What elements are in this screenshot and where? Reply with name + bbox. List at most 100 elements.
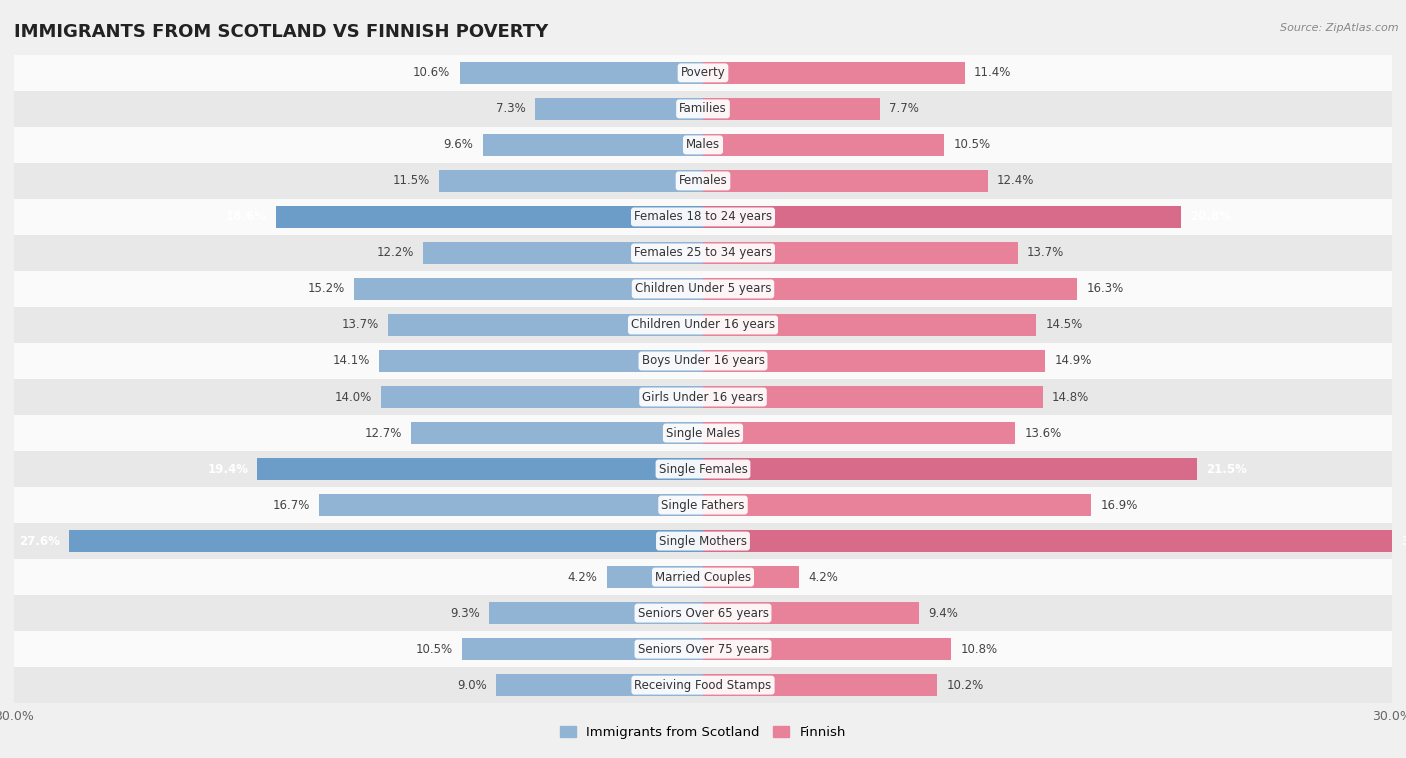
Text: 10.5%: 10.5% (953, 139, 990, 152)
Bar (489, 602, 703, 625)
Text: 14.9%: 14.9% (1054, 355, 1091, 368)
Bar (703, 98, 880, 120)
Text: 19.4%: 19.4% (207, 462, 249, 475)
Bar (703, 133, 945, 156)
Bar (14, 451, 1392, 487)
Bar (703, 494, 1091, 516)
Text: 9.6%: 9.6% (443, 139, 474, 152)
Bar (276, 205, 703, 228)
Text: Females 18 to 24 years: Females 18 to 24 years (634, 211, 772, 224)
Text: Children Under 16 years: Children Under 16 years (631, 318, 775, 331)
Text: Girls Under 16 years: Girls Under 16 years (643, 390, 763, 403)
Bar (423, 242, 703, 264)
Bar (703, 61, 965, 84)
Bar (354, 277, 703, 300)
Text: 10.5%: 10.5% (416, 643, 453, 656)
Text: 20.8%: 20.8% (1189, 211, 1230, 224)
Text: 11.5%: 11.5% (392, 174, 430, 187)
Text: 14.8%: 14.8% (1052, 390, 1090, 403)
Text: Seniors Over 65 years: Seniors Over 65 years (637, 606, 769, 619)
Text: 9.3%: 9.3% (450, 606, 481, 619)
Text: 30.0%: 30.0% (1402, 534, 1406, 547)
Bar (482, 133, 703, 156)
Text: Poverty: Poverty (681, 67, 725, 80)
Text: Single Fathers: Single Fathers (661, 499, 745, 512)
Text: Boys Under 16 years: Boys Under 16 years (641, 355, 765, 368)
Bar (14, 307, 1392, 343)
Text: 18.6%: 18.6% (226, 211, 267, 224)
Bar (461, 638, 703, 660)
Text: Children Under 5 years: Children Under 5 years (634, 283, 772, 296)
Text: 7.7%: 7.7% (889, 102, 920, 115)
Text: 9.0%: 9.0% (457, 678, 486, 691)
Text: Single Mothers: Single Mothers (659, 534, 747, 547)
Bar (703, 350, 1045, 372)
Bar (14, 271, 1392, 307)
Text: 13.7%: 13.7% (1026, 246, 1064, 259)
Bar (703, 566, 800, 588)
Text: 15.2%: 15.2% (308, 283, 344, 296)
Text: 9.4%: 9.4% (928, 606, 957, 619)
Bar (14, 127, 1392, 163)
Bar (439, 170, 703, 192)
Bar (536, 98, 703, 120)
Bar (460, 61, 703, 84)
Text: Seniors Over 75 years: Seniors Over 75 years (637, 643, 769, 656)
Text: 12.2%: 12.2% (377, 246, 413, 259)
Bar (14, 235, 1392, 271)
Text: 4.2%: 4.2% (808, 571, 838, 584)
Bar (703, 422, 1015, 444)
Bar (381, 386, 703, 408)
Text: Single Females: Single Females (658, 462, 748, 475)
Bar (14, 631, 1392, 667)
Text: 16.3%: 16.3% (1087, 283, 1123, 296)
Bar (703, 458, 1197, 481)
Bar (14, 379, 1392, 415)
Bar (319, 494, 703, 516)
Text: 16.9%: 16.9% (1101, 499, 1137, 512)
Text: 14.0%: 14.0% (335, 390, 373, 403)
Bar (703, 314, 1036, 336)
Text: IMMIGRANTS FROM SCOTLAND VS FINNISH POVERTY: IMMIGRANTS FROM SCOTLAND VS FINNISH POVE… (14, 23, 548, 41)
Text: 7.3%: 7.3% (496, 102, 526, 115)
Bar (14, 199, 1392, 235)
Text: 10.2%: 10.2% (946, 678, 984, 691)
Bar (380, 350, 703, 372)
Bar (14, 595, 1392, 631)
Text: 4.2%: 4.2% (568, 571, 598, 584)
Text: 13.6%: 13.6% (1025, 427, 1062, 440)
Text: Males: Males (686, 139, 720, 152)
Bar (703, 530, 1392, 553)
Text: Families: Families (679, 102, 727, 115)
Bar (14, 343, 1392, 379)
Text: 21.5%: 21.5% (1206, 462, 1247, 475)
Bar (257, 458, 703, 481)
Bar (14, 91, 1392, 127)
Bar (14, 163, 1392, 199)
Bar (14, 559, 1392, 595)
Text: Receiving Food Stamps: Receiving Food Stamps (634, 678, 772, 691)
Bar (703, 602, 920, 625)
Bar (606, 566, 703, 588)
Text: 16.7%: 16.7% (273, 499, 311, 512)
Bar (703, 205, 1181, 228)
Bar (703, 638, 950, 660)
Bar (703, 386, 1043, 408)
Text: 14.5%: 14.5% (1045, 318, 1083, 331)
Bar (703, 170, 988, 192)
Text: 27.6%: 27.6% (20, 534, 60, 547)
Text: 10.6%: 10.6% (413, 67, 450, 80)
Bar (14, 55, 1392, 91)
Bar (69, 530, 703, 553)
Text: 14.1%: 14.1% (333, 355, 370, 368)
Bar (14, 667, 1392, 703)
Text: Single Males: Single Males (666, 427, 740, 440)
Text: 10.8%: 10.8% (960, 643, 997, 656)
Text: Source: ZipAtlas.com: Source: ZipAtlas.com (1281, 23, 1399, 33)
Bar (496, 674, 703, 697)
Text: 12.4%: 12.4% (997, 174, 1035, 187)
Text: Females: Females (679, 174, 727, 187)
Text: Married Couples: Married Couples (655, 571, 751, 584)
Text: 11.4%: 11.4% (974, 67, 1011, 80)
Legend: Immigrants from Scotland, Finnish: Immigrants from Scotland, Finnish (555, 720, 851, 744)
